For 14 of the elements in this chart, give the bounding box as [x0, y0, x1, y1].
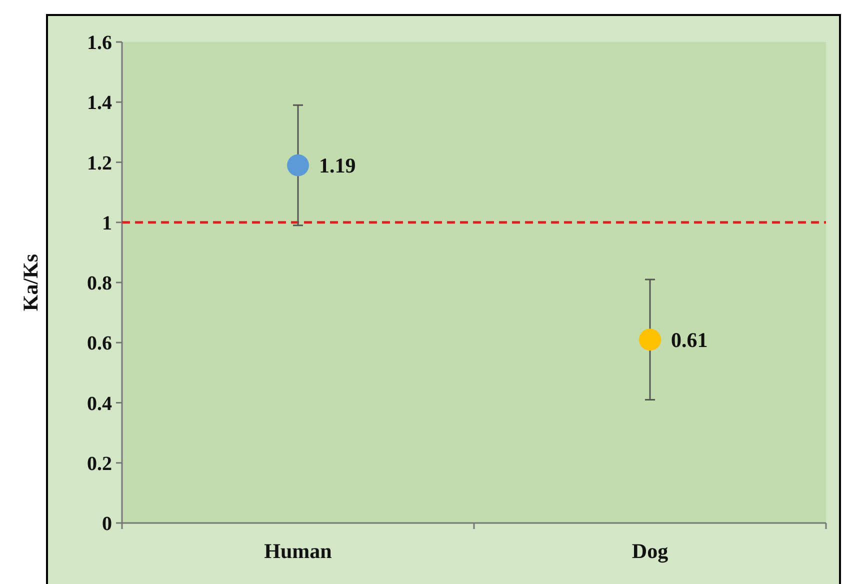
y-axis-title: Ka/Ks	[18, 254, 42, 312]
data-label: 1.19	[319, 154, 356, 178]
y-tick-label: 0.2	[87, 452, 112, 475]
x-tick-label: Dog	[632, 539, 669, 563]
y-tick-label: 0.4	[87, 392, 112, 415]
y-tick-label: 0	[102, 513, 112, 535]
y-tick-label: 1.6	[87, 32, 112, 54]
y-tick-label: 0.8	[87, 272, 112, 294]
data-label: 0.61	[671, 328, 708, 352]
y-tick-label: 1.2	[87, 152, 112, 174]
y-tick-label: 1.4	[87, 92, 112, 114]
y-tick-label: 0.6	[87, 332, 112, 355]
x-tick-label: Human	[264, 539, 332, 563]
y-tick-label: 1	[102, 212, 112, 234]
